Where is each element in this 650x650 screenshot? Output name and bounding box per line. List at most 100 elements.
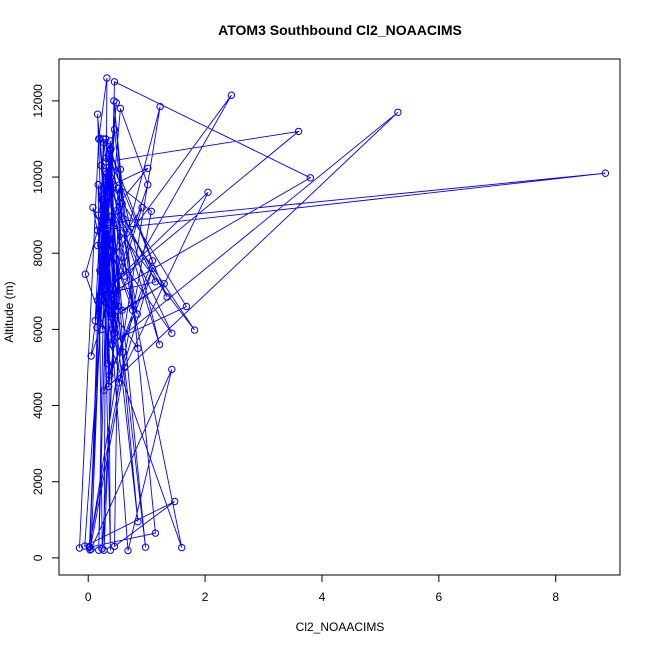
data-point [103,219,112,227]
data-point [601,169,610,177]
data-point [93,226,102,235]
y-tick-label: 10000 [31,160,45,194]
data-point [103,359,112,368]
data-point [109,181,117,189]
data-point [110,78,119,86]
data-point [114,184,123,193]
data-point [103,192,112,200]
data-point [128,306,137,314]
data-point [120,272,129,280]
data-point [155,340,164,349]
data-point [178,543,186,552]
data-point [100,203,108,212]
data-point [168,329,176,337]
data-point [106,184,115,193]
data-point [102,299,110,307]
data-point [81,270,90,278]
data-point [148,257,157,265]
data-point [138,203,146,212]
data-point [106,137,115,145]
data-point [151,278,160,286]
data-point [98,325,106,334]
data-point [134,518,142,526]
data-point [106,156,115,164]
data-point [100,207,108,216]
data-point [118,200,126,208]
data-point [103,226,112,235]
data-point [75,544,84,552]
x-tick-label: 0 [85,590,92,604]
y-tick-label: 8000 [31,240,45,267]
data-point [116,165,125,174]
data-point [106,546,115,554]
data-point [112,99,121,107]
data-point [96,291,104,299]
y-tick-label: 6000 [31,316,45,343]
chart-title: ATOM3 Southbound Cl2_NOAACIMS [218,22,462,38]
data-point [134,344,142,353]
y-tick-label: 12000 [31,84,45,118]
y-tick-label: 4000 [31,392,45,419]
data-point [110,329,118,337]
data-point [108,314,116,322]
x-tick-label: 4 [319,590,326,604]
data-point [99,280,108,288]
data-point [144,181,152,189]
data-point [120,215,128,223]
data-point [103,268,111,276]
data-point [148,264,157,273]
data-point [103,260,111,269]
data-point [86,546,94,554]
data-point [100,234,109,242]
data-point [160,280,168,288]
data-point [81,542,89,550]
data-point [106,241,115,250]
data-point [93,323,101,332]
data-point [95,546,103,554]
data-point [96,266,104,275]
data-point [100,139,108,147]
data-point [171,497,179,506]
data-point [156,102,164,111]
x-tick-label: 6 [436,590,443,604]
data-point [151,529,160,537]
data-point [102,135,110,143]
data-point [95,135,103,143]
data-point [110,542,119,551]
data-point [93,241,102,250]
data-point [97,268,105,276]
data-point [163,293,171,301]
data-marks [75,74,610,555]
data-point [306,174,314,182]
y-tick-label: 0 [31,554,45,561]
data-point [116,104,125,113]
data-point [103,74,111,82]
data-point [294,127,303,136]
data-point [106,295,114,303]
data-point [87,352,95,360]
data-point [114,379,123,387]
data-point [85,543,94,551]
data-point [105,382,113,391]
data-point [204,188,212,197]
plot-area-box [58,58,621,576]
data-point [100,287,109,295]
data-point [109,337,118,345]
data-point [98,196,106,204]
data-point [102,215,110,223]
data-point [106,371,114,379]
data-point [182,302,191,311]
data-point [118,306,126,314]
data-point [93,110,102,118]
data-point [133,310,142,318]
data-point [91,316,99,325]
data-point [110,97,118,105]
data-point [168,365,176,374]
data-point [89,203,97,212]
data-point [190,326,199,334]
y-tick-label: 2000 [31,468,45,495]
x-tick-label: 8 [552,590,559,604]
data-point [147,207,156,216]
data-point [394,108,402,117]
